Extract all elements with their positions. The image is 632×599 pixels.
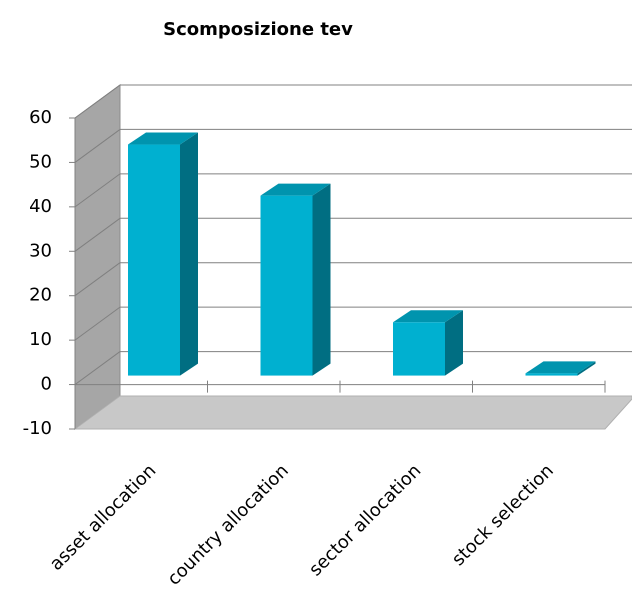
y-tick-label: -10 [23,418,52,439]
bar-side [312,183,331,376]
x-tick-label: sector allocation [305,460,425,580]
bar-side [180,132,198,376]
y-tick-label: 30 [29,240,52,261]
bar-top [525,361,596,374]
bar-top [128,132,198,145]
x-tick-label: asset allocation [46,460,161,575]
y-tick-label: 20 [29,285,52,306]
bar-side [577,361,596,376]
y-tick-label: 40 [29,196,52,217]
x-tick-label: country allocation [163,460,292,589]
bar-top [393,310,463,323]
grid-line [74,129,121,163]
grid-line [74,262,121,297]
y-tick-label: 10 [29,329,52,350]
grid-line [74,351,121,385]
y-tick-label: 0 [41,374,52,395]
grid-line [74,306,121,341]
grid-line [74,173,121,208]
bar [393,322,445,376]
y-tick-label: 50 [29,151,52,172]
floor [73,395,632,430]
bar [128,144,180,376]
side-wall [74,84,121,430]
x-tick-label: stock selection [448,460,558,570]
y-tick-label: 60 [29,107,52,128]
bar [525,373,578,376]
grid-line [74,84,121,119]
bar-top [260,183,331,196]
chart-title: Scomposizione tev [163,19,353,40]
bar-side [445,310,463,376]
grid-line [74,217,121,252]
bar [260,195,313,376]
